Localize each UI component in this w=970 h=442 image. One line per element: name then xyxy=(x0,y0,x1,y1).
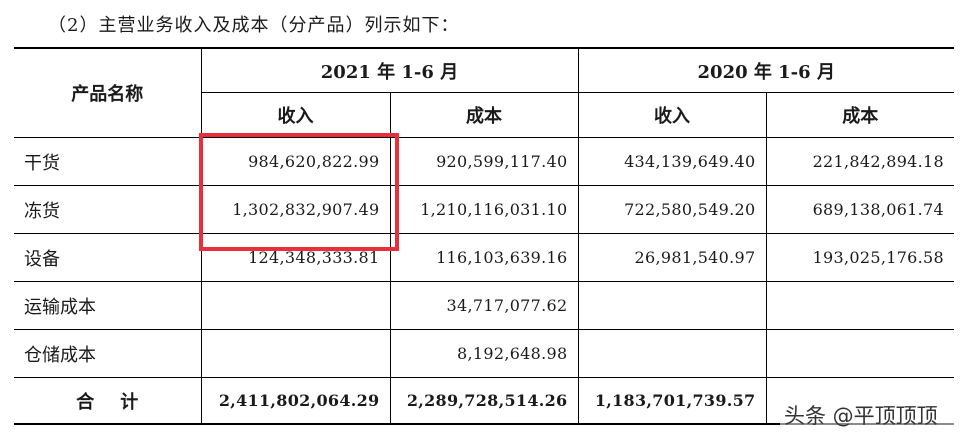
revenue-2020-cell: 434,139,649.40 xyxy=(577,137,766,186)
cost-2021-cell: 116,103,639.16 xyxy=(389,233,578,282)
row-product-name: 运输成本 xyxy=(14,281,201,330)
table-row: 干货 984,620,822.99 920,599,117.40 434,139… xyxy=(14,137,954,186)
row-product-name: 冻货 xyxy=(14,185,201,234)
total-label: 合计 xyxy=(14,377,201,425)
cost-2021-cell: 34,717,077.62 xyxy=(389,281,578,330)
total-cost-2021-cell: 2,289,728,514.26 xyxy=(389,377,578,425)
revenue-2020-cell xyxy=(577,329,766,378)
cost-2020-cell xyxy=(765,281,954,330)
cost-2020-cell: 221,842,894.18 xyxy=(765,137,954,186)
total-revenue-2020-cell: 1,183,701,739.57 xyxy=(577,377,766,425)
revenue-2021-cell xyxy=(200,281,390,330)
revenue-2020-cell xyxy=(577,281,766,330)
revenue-2021-header: 收入 xyxy=(200,92,390,138)
cost-2020-cell: 689,138,061.74 xyxy=(765,185,954,234)
row-product-name: 仓储成本 xyxy=(14,329,201,378)
revenue-2021-cell: 984,620,822.99 xyxy=(200,137,390,186)
header-row-period: 产品名称 2021 年 1-6 月 2020 年 1-6 月 xyxy=(14,47,954,138)
watermark: 头条 @平顶顶顶 xyxy=(780,396,970,436)
revenue-cost-table: 产品名称 2021 年 1-6 月 2020 年 1-6 月 收入 成本 收入 … xyxy=(14,47,954,425)
revenue-2021-cell: 124,348,333.81 xyxy=(200,233,390,282)
cost-2020-cell xyxy=(765,329,954,378)
product-name-header: 产品名称 xyxy=(14,47,201,138)
row-product-name: 干货 xyxy=(14,137,201,186)
table-row: 设备 124,348,333.81 116,103,639.16 26,981,… xyxy=(14,233,954,282)
total-revenue-2021-cell: 2,411,802,064.29 xyxy=(200,377,390,425)
period-2021-header: 2021 年 1-6 月 xyxy=(200,47,578,93)
revenue-2020-cell: 722,580,549.20 xyxy=(577,185,766,234)
table-row: 冻货 1,302,832,907.49 1,210,116,031.10 722… xyxy=(14,185,954,234)
table-row: 仓储成本 8,192,648.98 xyxy=(14,329,954,378)
cost-2021-cell: 1,210,116,031.10 xyxy=(389,185,578,234)
cost-2021-header: 成本 xyxy=(389,92,578,138)
table-caption: （2）主营业务收入及成本（分产品）列示如下： xyxy=(48,15,460,36)
row-product-name: 设备 xyxy=(14,233,201,282)
revenue-2020-header: 收入 xyxy=(577,92,766,138)
cost-2020-header: 成本 xyxy=(765,92,954,138)
cost-2021-cell: 8,192,648.98 xyxy=(389,329,578,378)
period-2020-header: 2020 年 1-6 月 xyxy=(577,47,954,93)
header-row-sub: 收入 成本 收入 成本 xyxy=(14,92,954,138)
table-row: 运输成本 34,717,077.62 xyxy=(14,281,954,330)
cost-2020-cell: 193,025,176.58 xyxy=(765,233,954,282)
revenue-2021-cell xyxy=(200,329,390,378)
revenue-2020-cell: 26,981,540.97 xyxy=(577,233,766,282)
cost-2021-cell: 920,599,117.40 xyxy=(389,137,578,186)
revenue-2021-cell: 1,302,832,907.49 xyxy=(200,185,390,234)
total-row: 合计 2,411,802,064.29 2,289,728,514.26 1,1… xyxy=(14,377,954,425)
